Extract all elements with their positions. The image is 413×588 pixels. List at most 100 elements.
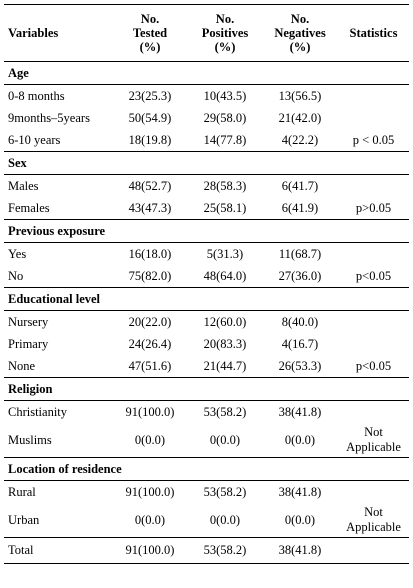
statistics-text-line: Not: [364, 505, 383, 519]
statistics-value: [338, 107, 409, 129]
statistics-value: [338, 481, 409, 504]
statistics-value: p<0.05: [355, 358, 392, 373]
table-row: 6-10 years 18(19.8) 14(77.8) 4(22.2) p < 0.0…: [4, 129, 409, 152]
table-row: Muslims 0(0.0) 0(0.0) 0(0.0) Not Applicable: [4, 423, 409, 458]
positives-value: 53(58.2): [188, 537, 262, 564]
header-text-line: (%): [289, 40, 311, 54]
section-header-row: Educational level: [4, 287, 409, 311]
section-header-row: Age: [4, 61, 409, 85]
row-label: Yes: [8, 246, 27, 261]
tested-value: 91(100.0): [125, 484, 175, 499]
statistics-text-line: Not: [364, 425, 383, 439]
positives-value: 53(58.2): [203, 484, 247, 499]
tested-value: 91(100.0): [112, 537, 188, 564]
row-label: Urban: [8, 512, 40, 527]
negatives-value: 8(40.0): [281, 314, 319, 329]
statistics-value: [338, 401, 409, 424]
header-variables: Variables: [4, 4, 112, 62]
statistics-value: p<0.05: [355, 268, 392, 283]
negatives-value: 38(41.8): [278, 404, 322, 419]
statistics-value: [338, 243, 409, 266]
row-label: Muslims: [8, 432, 52, 447]
positives-value: 12(60.0): [203, 314, 247, 329]
row-label: Nursery: [8, 314, 49, 329]
header-text-line: Negatives: [274, 26, 326, 40]
tested-value: 24(26.4): [128, 336, 172, 351]
positives-value: 0(0.0): [209, 512, 241, 527]
positives-value: 0(0.0): [209, 432, 241, 447]
table-row: Males 48(52.7) 28(58.3) 6(41.7): [4, 175, 409, 198]
negatives-value: 11(68.7): [278, 246, 322, 261]
table-row: Rural 91(100.0) 53(58.2) 38(41.8): [4, 481, 409, 504]
tested-value: 91(100.0): [125, 404, 175, 419]
row-label: No: [8, 268, 24, 283]
header-row: Variables No. Tested (%) No. Positives (%) No. N…: [4, 4, 409, 62]
row-label: Rural: [8, 484, 36, 499]
statistics-value: p>0.05: [355, 200, 392, 215]
header-text-line: No.: [290, 12, 310, 26]
section-title: Educational level: [4, 287, 409, 311]
row-label: 9months–5years: [8, 110, 90, 125]
section-title: Age: [4, 61, 409, 85]
section-header-row: Religion: [4, 377, 409, 401]
section-title: Location of residence: [4, 457, 409, 481]
table-row: Primary 24(26.4) 20(83.3) 4(16.7): [4, 333, 409, 355]
tested-value: 75(82.0): [128, 268, 172, 283]
negatives-value: 6(41.7): [281, 178, 319, 193]
negatives-value: 26(53.3): [278, 358, 322, 373]
table-row: 0-8 months 23(25.3) 10(43.5) 13(56.5): [4, 85, 409, 108]
table-header: Variables No. Tested (%) No. Positives (%) No. N…: [4, 4, 409, 62]
table-row: Nursery 20(22.0) 12(60.0) 8(40.0): [4, 311, 409, 334]
header-text-line: Variables: [8, 26, 59, 40]
row-label: 6-10 years: [8, 132, 61, 147]
header-text-line: Statistics: [349, 26, 398, 40]
negatives-value: 0(0.0): [284, 512, 316, 527]
table-row: None 47(51.6) 21(44.7) 26(53.3) p<0.05: [4, 355, 409, 378]
statistics-value: Not Applicable: [338, 423, 409, 458]
tested-value: 16(18.0): [128, 246, 172, 261]
statistics-value: [338, 333, 409, 355]
positives-value: 20(83.3): [203, 336, 247, 351]
header-text-line: No.: [215, 12, 235, 26]
tested-value: 50(54.9): [128, 110, 172, 125]
tested-value: 23(25.3): [128, 88, 172, 103]
positives-value: 25(58.1): [203, 200, 247, 215]
table-row: Christianity 91(100.0) 53(58.2) 38(41.8): [4, 401, 409, 424]
negatives-value: 27(36.0): [278, 268, 322, 283]
negatives-value: 6(41.9): [281, 200, 319, 215]
statistics-value: [338, 537, 409, 564]
row-label: Females: [8, 200, 50, 215]
positives-value: 5(31.3): [206, 246, 244, 261]
table-body: Age 0-8 months 23(25.3) 10(43.5) 13(56.5) 9mo…: [4, 61, 409, 564]
section-title: Previous exposure: [4, 219, 409, 243]
tested-value: 43(47.3): [128, 200, 172, 215]
row-label: Total: [4, 537, 112, 564]
row-label: Males: [8, 178, 39, 193]
header-positives: No. Positives (%): [188, 4, 262, 62]
table-row: 9months–5years 50(54.9) 29(58.0) 21(42.0): [4, 107, 409, 129]
section-title: Religion: [4, 377, 409, 401]
header-text-line: (%): [214, 40, 236, 54]
tested-value: 0(0.0): [134, 512, 166, 527]
row-label: Primary: [8, 336, 49, 351]
header-text-line: (%): [139, 40, 161, 54]
section-header-row: Location of residence: [4, 457, 409, 481]
header-text-line: Positives: [201, 26, 249, 40]
positives-value: 48(64.0): [203, 268, 247, 283]
header-negatives: No. Negatives (%): [262, 4, 338, 62]
tested-value: 18(19.8): [128, 132, 172, 147]
header-statistics: Statistics: [338, 4, 409, 62]
table-row: Yes 16(18.0) 5(31.3) 11(68.7): [4, 243, 409, 266]
statistics-value: Not Applicable: [338, 503, 409, 538]
tested-value: 0(0.0): [134, 432, 166, 447]
tested-value: 48(52.7): [128, 178, 172, 193]
statistics-value: p < 0.05: [352, 132, 395, 147]
tested-value: 20(22.0): [128, 314, 172, 329]
statistics-text-line: Applicable: [346, 520, 401, 534]
positives-value: 21(44.7): [203, 358, 247, 373]
header-tested: No. Tested (%): [112, 4, 188, 62]
positives-value: 53(58.2): [203, 404, 247, 419]
data-table: Variables No. Tested (%) No. Positives (%) No. N…: [4, 4, 409, 564]
header-text-line: No.: [140, 12, 160, 26]
table-row: Females 43(47.3) 25(58.1) 6(41.9) p>0.05: [4, 197, 409, 220]
